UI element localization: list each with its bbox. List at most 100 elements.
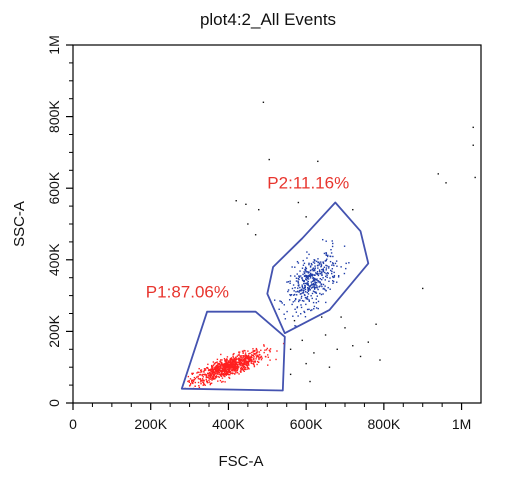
event-point-p1 bbox=[269, 349, 271, 352]
event-point-p1 bbox=[258, 358, 260, 361]
event-point-p2 bbox=[320, 263, 322, 265]
event-point-p2 bbox=[297, 262, 300, 264]
event-point-p2 bbox=[298, 291, 300, 293]
event-point-p1 bbox=[238, 351, 241, 353]
event-point-p1 bbox=[207, 363, 209, 366]
event-point-p2 bbox=[303, 311, 306, 314]
event-point-p2 bbox=[305, 303, 307, 306]
event-point-p1 bbox=[201, 378, 204, 380]
event-point-p1 bbox=[238, 360, 240, 362]
event-point-p2 bbox=[305, 271, 307, 273]
event-point-p1 bbox=[189, 378, 192, 380]
event-point-p1 bbox=[212, 370, 214, 372]
event-point-p1 bbox=[188, 380, 190, 382]
event-point-p1 bbox=[255, 352, 257, 355]
event-point-p2 bbox=[324, 260, 326, 262]
event-point-p2 bbox=[308, 271, 310, 273]
event-point-p2 bbox=[320, 283, 323, 285]
x-tick-label: 1M bbox=[452, 416, 471, 432]
event-point-p1 bbox=[265, 349, 268, 351]
event-point-p1 bbox=[228, 369, 230, 371]
event-point-p2 bbox=[316, 278, 318, 280]
event-point-p2 bbox=[328, 280, 330, 283]
event-point-ungated bbox=[258, 208, 260, 211]
event-point-p2 bbox=[298, 278, 300, 281]
event-point-p1 bbox=[245, 364, 248, 366]
event-point-p2 bbox=[319, 278, 322, 280]
event-point-p1 bbox=[237, 361, 239, 363]
event-point-p2 bbox=[303, 287, 305, 290]
event-point-p1 bbox=[215, 365, 217, 367]
event-point-p1 bbox=[235, 361, 237, 363]
event-point-p2 bbox=[284, 318, 287, 320]
event-point-p2 bbox=[343, 272, 346, 275]
event-point-p1 bbox=[193, 376, 196, 379]
event-point-p1 bbox=[226, 373, 228, 375]
gate-p1-polygon[interactable] bbox=[180, 310, 286, 392]
event-point-p2 bbox=[294, 287, 296, 289]
event-point-p2 bbox=[308, 274, 311, 276]
event-point-p1 bbox=[200, 379, 202, 381]
event-point-p2 bbox=[318, 269, 321, 271]
event-point-p2 bbox=[301, 284, 303, 286]
event-point-p1 bbox=[226, 363, 228, 365]
event-point-p2 bbox=[315, 286, 317, 289]
event-point-p1 bbox=[213, 369, 215, 371]
gate-p2-polygon[interactable] bbox=[266, 201, 370, 335]
event-point-p1 bbox=[225, 373, 227, 375]
event-point-p1 bbox=[238, 362, 240, 364]
event-point-p2 bbox=[294, 266, 296, 268]
event-point-p2 bbox=[273, 299, 276, 301]
event-point-p2 bbox=[296, 290, 299, 293]
event-point-p2 bbox=[320, 271, 323, 273]
event-point-p1 bbox=[241, 355, 243, 357]
event-point-p1 bbox=[216, 363, 219, 365]
event-point-p1 bbox=[222, 366, 224, 369]
event-point-p1 bbox=[218, 373, 221, 375]
x-tick-label: 600K bbox=[290, 416, 323, 432]
y-tick-label: 800K bbox=[46, 100, 62, 133]
event-point-p1 bbox=[237, 354, 240, 356]
event-point-p1 bbox=[211, 377, 213, 379]
event-point-p2 bbox=[312, 279, 315, 281]
event-point-p1 bbox=[235, 372, 237, 374]
event-point-p2 bbox=[303, 280, 305, 283]
event-point-p2 bbox=[312, 261, 315, 263]
event-point-p2 bbox=[332, 263, 334, 265]
event-point-p2 bbox=[310, 287, 313, 289]
event-point-p1 bbox=[245, 357, 247, 359]
event-point-p2 bbox=[313, 279, 316, 282]
event-point-p1 bbox=[235, 362, 238, 364]
event-point-p1 bbox=[237, 365, 239, 368]
event-point-p1 bbox=[246, 368, 248, 370]
event-point-p2 bbox=[309, 272, 312, 275]
event-point-p1 bbox=[243, 358, 245, 360]
event-point-p1 bbox=[197, 371, 199, 373]
event-point-p1 bbox=[233, 360, 236, 362]
event-point-p2 bbox=[317, 258, 319, 260]
event-point-p1 bbox=[209, 383, 212, 386]
event-point-p1 bbox=[231, 363, 233, 366]
event-point-p1 bbox=[248, 358, 250, 361]
event-point-p1 bbox=[223, 373, 226, 376]
event-point-p2 bbox=[314, 277, 316, 280]
event-point-p2 bbox=[330, 248, 332, 251]
event-point-p1 bbox=[220, 363, 222, 365]
event-point-p1 bbox=[213, 377, 216, 380]
event-point-p2 bbox=[310, 262, 313, 265]
event-point-p2 bbox=[325, 301, 327, 304]
event-point-p1 bbox=[199, 378, 201, 380]
event-point-p1 bbox=[225, 366, 228, 368]
event-point-p2 bbox=[322, 238, 324, 241]
event-point-p2 bbox=[315, 279, 317, 281]
event-point-p1 bbox=[232, 367, 234, 369]
event-point-p1 bbox=[200, 370, 203, 373]
event-point-p1 bbox=[191, 379, 193, 381]
event-point-p1 bbox=[238, 358, 240, 361]
event-point-p2 bbox=[317, 307, 319, 310]
event-point-p2 bbox=[331, 275, 334, 278]
event-point-p1 bbox=[238, 357, 241, 359]
event-point-p1 bbox=[255, 358, 257, 360]
event-point-p1 bbox=[224, 381, 226, 383]
event-point-p1 bbox=[247, 350, 249, 352]
